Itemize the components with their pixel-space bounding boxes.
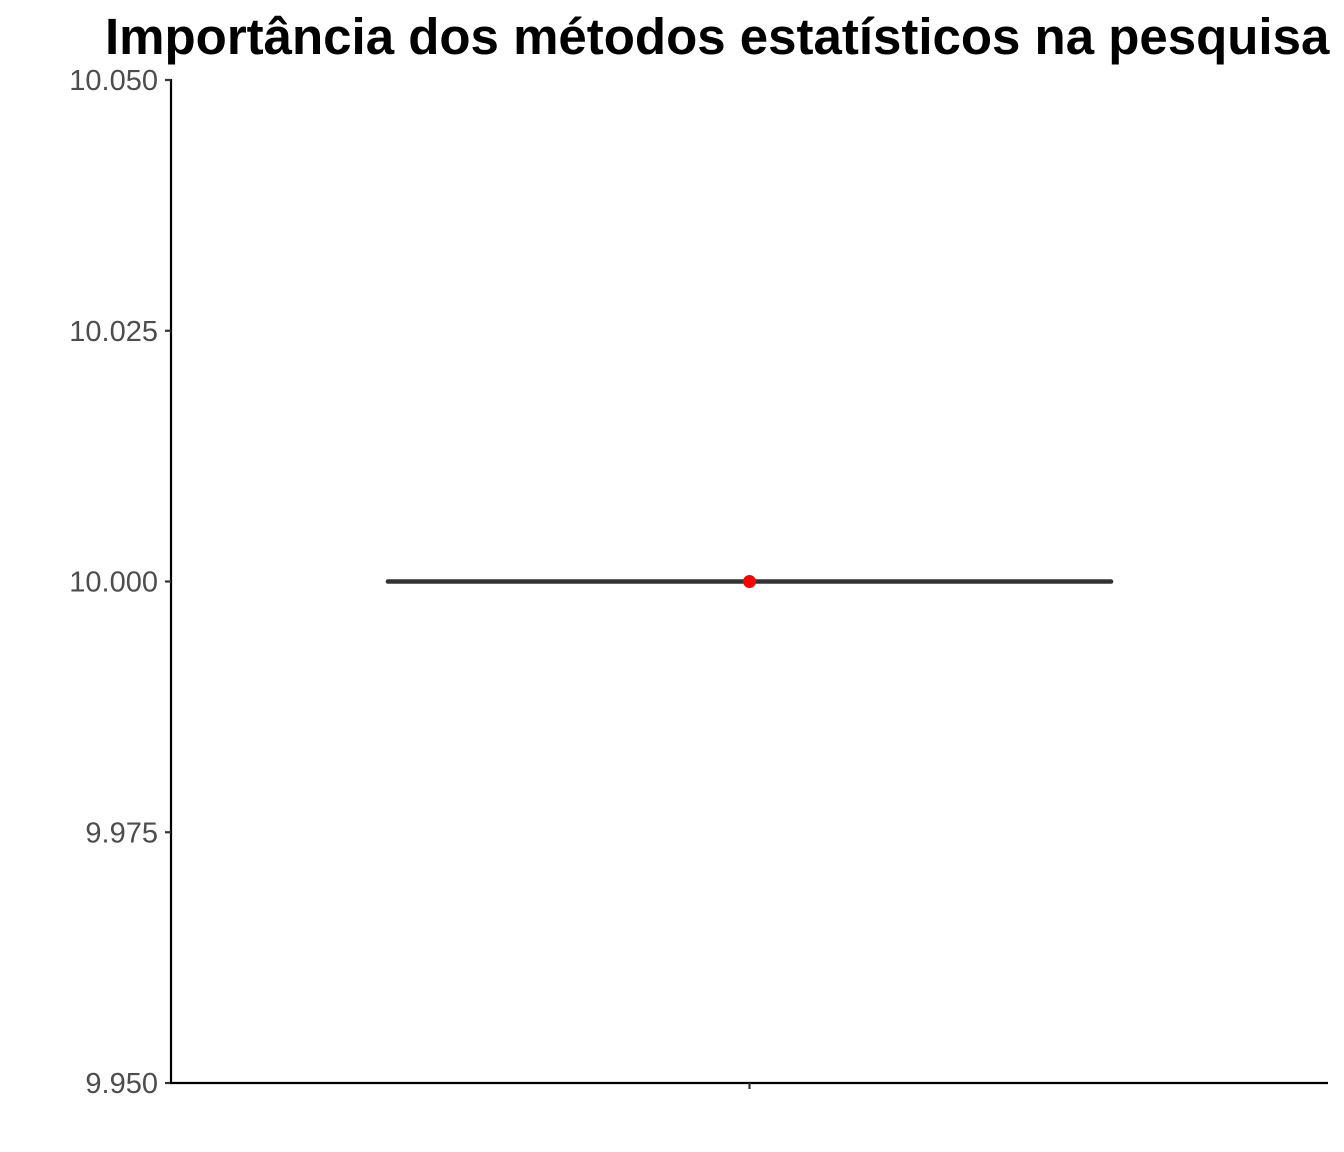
chart-title: Importância dos métodos estatísticos na …: [105, 8, 1330, 65]
y-tick-label: 10.000: [69, 567, 158, 599]
mean-point: [743, 575, 756, 588]
y-tick-label: 10.025: [69, 316, 158, 348]
y-tick-label: 9.950: [85, 1068, 158, 1100]
y-tick-label: 9.975: [85, 817, 158, 849]
x-axis: [170, 1081, 1328, 1089]
y-tick-label: 10.050: [69, 65, 158, 97]
plot-area: [385, 575, 1114, 588]
y-axis: 9.950 9.975 10.000 10.025 10.050: [69, 65, 173, 1100]
